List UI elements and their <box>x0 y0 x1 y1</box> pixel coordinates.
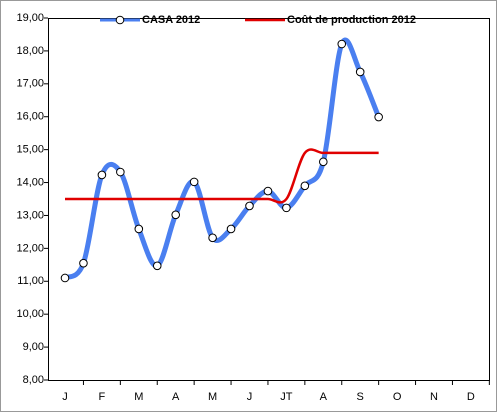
x-tick-label: N <box>430 391 438 403</box>
data-point <box>60 273 70 283</box>
data-point <box>152 261 162 271</box>
x-tick-label: O <box>393 391 402 403</box>
y-tick-label: 9,00 <box>23 341 44 353</box>
x-tick-label: JT <box>280 391 293 403</box>
y-tick-label: 16,00 <box>16 111 44 123</box>
y-tick-label: 13,00 <box>16 209 44 221</box>
x-tick-label: D <box>467 391 475 403</box>
y-tick-label: 15,00 <box>16 144 44 156</box>
data-point <box>319 157 328 167</box>
data-point <box>263 186 273 196</box>
x-tick-label: M <box>134 391 143 403</box>
x-tick-label: F <box>99 391 106 403</box>
data-point <box>208 233 217 243</box>
data-point <box>116 167 125 177</box>
data-point <box>300 181 310 191</box>
x-tick-label: J <box>247 391 253 403</box>
series-line <box>65 148 379 204</box>
legend-marker <box>115 15 125 25</box>
data-point <box>189 177 199 187</box>
data-point <box>337 39 347 49</box>
legend-label: Coût de production 2012 <box>287 14 416 26</box>
y-tick-label: 8,00 <box>23 374 44 386</box>
data-point <box>355 67 365 77</box>
y-tick-label: 19,00 <box>16 12 44 24</box>
x-tick-label: S <box>357 391 364 403</box>
data-point <box>134 224 144 234</box>
data-point <box>374 112 383 122</box>
series-line <box>63 37 381 281</box>
data-point <box>79 258 88 268</box>
y-tick-label: 17,00 <box>16 78 44 90</box>
x-tick-label: J <box>62 391 68 403</box>
y-tick-label: 10,00 <box>16 308 44 320</box>
x-tick-label: A <box>320 391 328 403</box>
x-tick-label: A <box>172 391 180 403</box>
y-tick-label: 11,00 <box>17 275 44 287</box>
y-tick-label: 18,00 <box>16 45 44 57</box>
plot-area <box>48 18 490 381</box>
data-point <box>282 203 291 213</box>
y-tick-label: 12,00 <box>16 242 44 254</box>
data-point <box>171 210 180 220</box>
data-point <box>226 224 236 234</box>
data-point <box>245 201 254 211</box>
x-tick-label: M <box>208 391 217 403</box>
legend-label: CASA 2012 <box>142 14 200 26</box>
data-point <box>97 170 107 180</box>
y-tick-label: 14,00 <box>16 176 44 188</box>
